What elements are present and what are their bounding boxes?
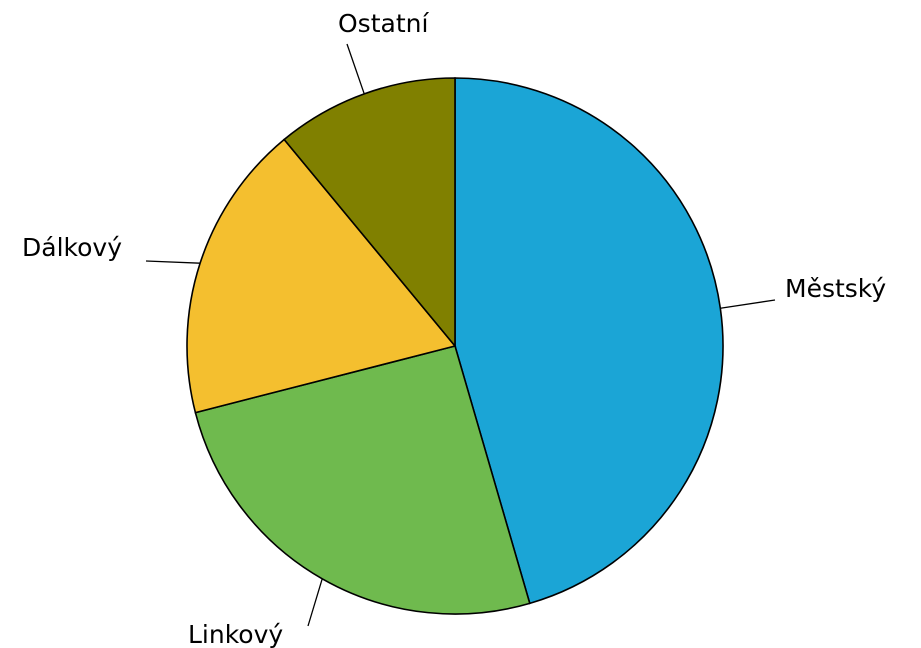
slice-label-dalkovy: Dálkový: [22, 233, 122, 262]
slice-dalkovy: [186, 138, 457, 414]
leader-line-dalkovy: [145, 260, 201, 264]
leader-lines: [145, 43, 776, 627]
leader-line-mestsky: [720, 299, 776, 309]
slice-label-ostatni: Ostatní: [338, 9, 429, 38]
slice-mestsky: [454, 77, 724, 605]
slice-label-mestsky: Městský: [785, 274, 886, 303]
leader-line-linkovy: [307, 578, 323, 627]
leader-line-ostatni: [346, 43, 365, 95]
pie-slices: [186, 77, 724, 615]
slice-label-linkovy: Linkový: [188, 620, 283, 648]
slice-labels: Městský Linkový Dálkový Ostatní: [22, 9, 886, 648]
slice-ostatni: [283, 77, 456, 349]
